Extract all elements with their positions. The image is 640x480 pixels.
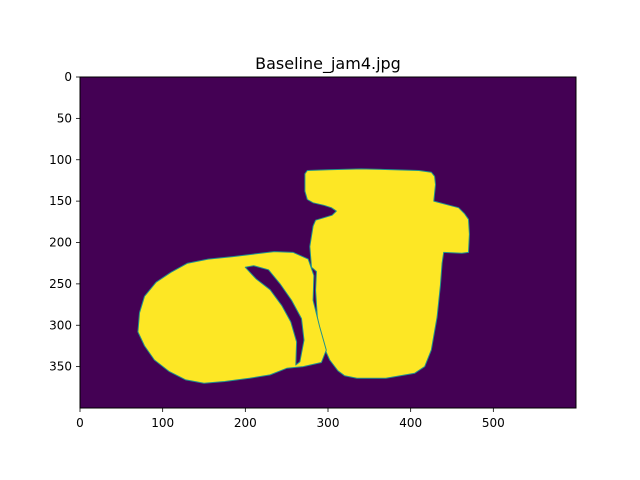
mask-region-jar — [304, 168, 470, 379]
y-tick-label: 100 — [49, 153, 72, 167]
mask-region-dark-gap-sliver — [244, 265, 305, 366]
x-tick-label: 200 — [234, 416, 257, 430]
y-tick-label: 0 — [64, 70, 72, 84]
y-tick-label: 50 — [57, 111, 72, 125]
x-tick-label: 500 — [482, 416, 505, 430]
plot-area — [79, 76, 577, 409]
y-tick-label: 350 — [49, 360, 72, 374]
chart-title: Baseline_jam4.jpg — [255, 54, 401, 74]
x-tick-label: 400 — [399, 416, 422, 430]
x-axis: 0 100 200 300 400 500 — [76, 408, 505, 430]
x-tick-label: 300 — [317, 416, 340, 430]
y-axis: 0 50 100 150 200 250 300 350 — [49, 70, 80, 374]
x-tick-label: 100 — [151, 416, 174, 430]
y-tick-label: 300 — [49, 318, 72, 332]
y-tick-label: 150 — [49, 194, 72, 208]
y-tick-label: 250 — [49, 277, 72, 291]
x-tick-label: 0 — [76, 416, 84, 430]
y-tick-label: 200 — [49, 236, 72, 250]
